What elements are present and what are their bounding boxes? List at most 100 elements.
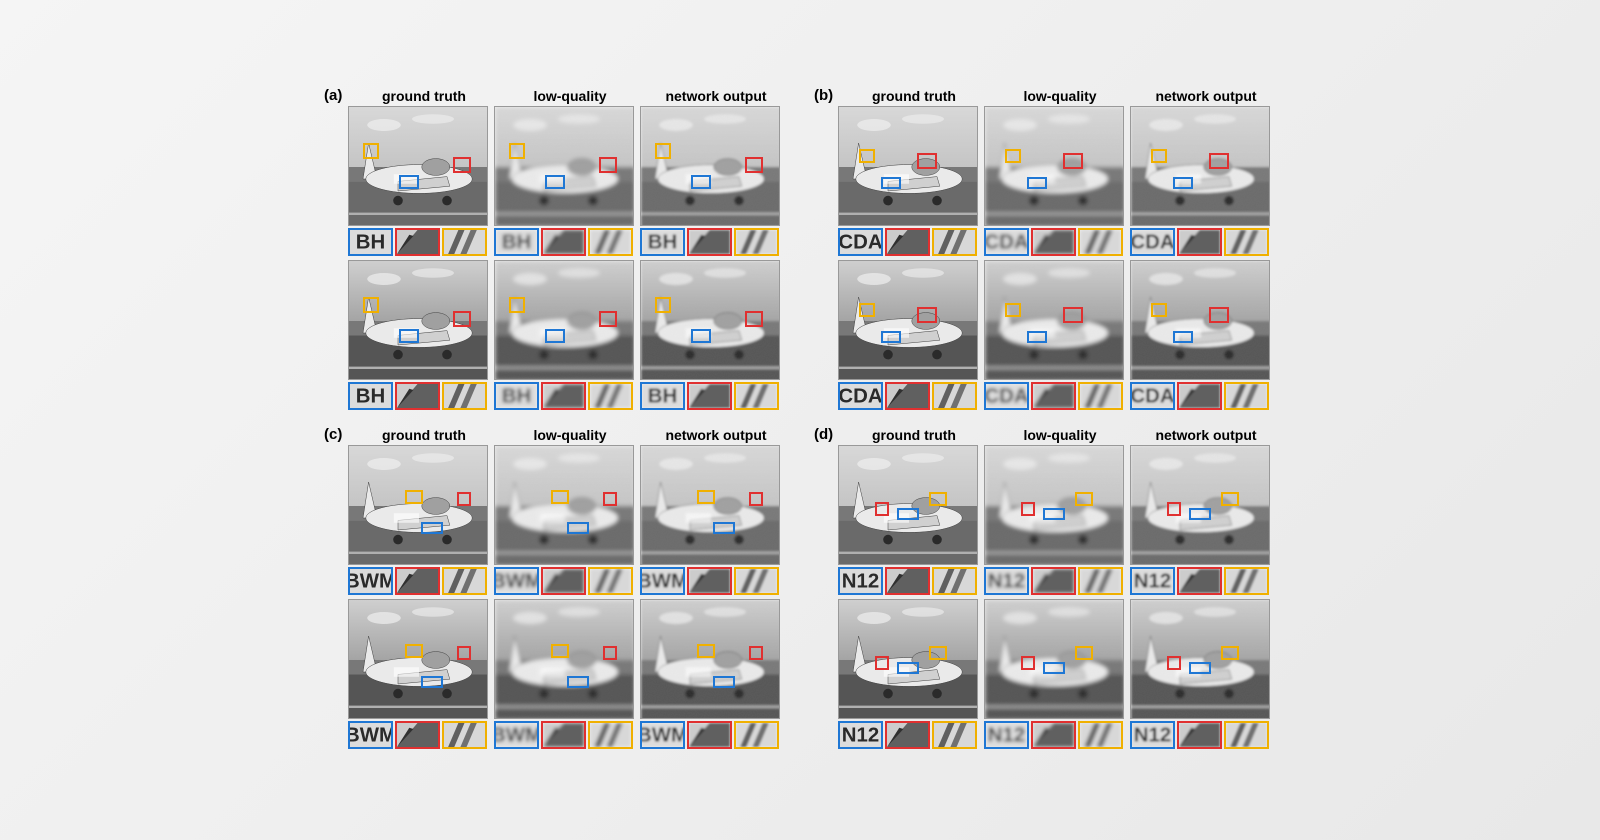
column: BH: [640, 106, 780, 256]
roi-box-blue: [399, 329, 419, 343]
column: CDA: [838, 106, 978, 256]
roi-box-blue: [691, 175, 711, 189]
crop-yellow: [734, 382, 779, 410]
sample-image: [494, 599, 634, 719]
crop-yellow: [588, 382, 633, 410]
crop-blue: BWM: [348, 721, 393, 749]
header-row: (a)ground truthlow-qualitynetwork output: [324, 87, 786, 104]
sample-image: [640, 599, 780, 719]
quad-letter: (c): [324, 426, 348, 443]
roi-box-yellow: [655, 143, 671, 159]
sample-image: [838, 106, 978, 226]
crop-yellow: [442, 382, 487, 410]
roi-box-yellow: [859, 303, 875, 317]
svg-text:BWM: BWM: [350, 725, 391, 747]
crop-blue: N12: [984, 567, 1029, 595]
crop-blue: BWM: [348, 567, 393, 595]
image-row: BHBHBH: [324, 106, 786, 256]
roi-box-yellow: [929, 492, 947, 506]
crop-blue: BH: [494, 382, 539, 410]
svg-text:N12: N12: [988, 571, 1025, 593]
roi-box-red: [917, 153, 937, 169]
column-header: network output: [646, 427, 786, 443]
column: BWM: [348, 445, 488, 595]
crop-blue: CDA: [838, 228, 883, 256]
svg-text:BH: BH: [356, 386, 385, 408]
svg-text:N12: N12: [842, 571, 879, 593]
roi-box-blue: [1043, 508, 1065, 520]
crop-row: BWM: [640, 567, 780, 595]
quad-letter: (a): [324, 87, 348, 104]
columns: CDA CDA CDA: [838, 260, 1270, 410]
crop-yellow: [1078, 721, 1123, 749]
quad-d: (d)ground truthlow-qualitynetwork output…: [814, 426, 1276, 753]
column-header: ground truth: [354, 427, 494, 443]
roi-box-blue: [399, 175, 419, 189]
sample-image: [984, 599, 1124, 719]
column: BH: [640, 260, 780, 410]
crop-red: [885, 382, 930, 410]
column: BWM: [348, 599, 488, 749]
crop-blue: CDA: [984, 382, 1029, 410]
crop-yellow: [588, 228, 633, 256]
crop-red: [1031, 721, 1076, 749]
crop-red: [885, 721, 930, 749]
sample-image: [494, 445, 634, 565]
roi-box-yellow: [859, 149, 875, 163]
quad-c: (c) ground truth low-quality network output…: [324, 426, 786, 753]
roi-box-red: [457, 492, 471, 506]
columns: BHBHBH: [348, 106, 780, 256]
crop-red: [1177, 567, 1222, 595]
roi-box-red: [603, 492, 617, 506]
roi-box-yellow: [1075, 646, 1093, 660]
roi-box-blue: [421, 522, 443, 534]
crop-red: [395, 721, 440, 749]
roi-box-yellow: [1005, 303, 1021, 317]
column-header: low-quality: [500, 427, 640, 443]
quad-a: (a)ground truthlow-qualitynetwork output…: [324, 87, 786, 414]
crop-row: CDA: [984, 228, 1124, 256]
row-indent: [324, 106, 348, 256]
row-indent: [814, 106, 838, 256]
column: CDA: [1130, 260, 1270, 410]
crop-blue: CDA: [838, 382, 883, 410]
roi-box-blue: [1189, 508, 1211, 520]
columns: N12N12N12: [838, 445, 1270, 595]
crop-yellow: [1224, 228, 1269, 256]
crop-row: N12: [984, 721, 1124, 749]
crop-yellow: [1224, 567, 1269, 595]
row-indent: [324, 260, 348, 410]
crop-row: N12: [838, 721, 978, 749]
image-row: N12N12N12: [814, 599, 1276, 749]
figure-grid: (a) ground truth low-quality network output…: [44, 79, 1556, 761]
crop-yellow: [932, 228, 977, 256]
columns: BH BH BH: [348, 260, 780, 410]
sample-image: [348, 445, 488, 565]
roi-box-red: [1021, 502, 1035, 516]
column: N12: [838, 599, 978, 749]
crop-yellow: [734, 228, 779, 256]
svg-text:CDA: CDA: [986, 232, 1027, 254]
roi-box-blue: [1189, 662, 1211, 674]
column-header: ground truth: [354, 88, 494, 104]
roi-box-red: [1167, 502, 1181, 516]
roi-box-yellow: [1075, 492, 1093, 506]
crop-yellow: [1224, 721, 1269, 749]
crop-row: N12: [984, 567, 1124, 595]
roi-box-yellow: [551, 490, 569, 504]
sample-image: [984, 260, 1124, 380]
crop-red: [395, 228, 440, 256]
svg-text:BWM: BWM: [642, 725, 683, 747]
roi-box-yellow: [509, 297, 525, 313]
svg-text:BH: BH: [502, 232, 531, 254]
crop-row: CDA: [1130, 382, 1270, 410]
sample-image: [348, 599, 488, 719]
roi-box-yellow: [697, 490, 715, 504]
column: CDA: [984, 106, 1124, 256]
sample-image: [640, 260, 780, 380]
crop-red: [687, 228, 732, 256]
quad-letter: (d): [814, 426, 838, 443]
roi-box-red: [917, 307, 937, 323]
sample-image: [494, 260, 634, 380]
crop-row: BWM: [494, 721, 634, 749]
